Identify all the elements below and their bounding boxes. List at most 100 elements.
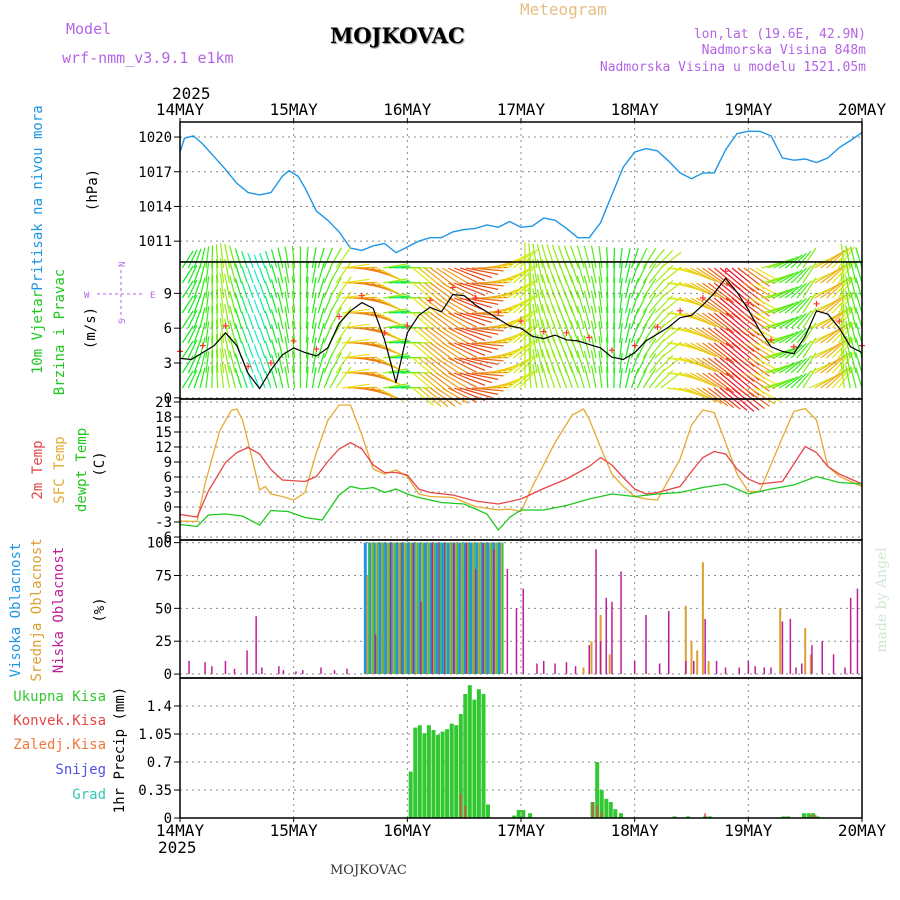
wind-barb [224, 273, 231, 299]
legend-total-rain: Ukupna Kisa [13, 689, 106, 705]
wind-barb [181, 310, 194, 329]
wind-barb [453, 312, 486, 326]
wind-barb [270, 339, 278, 359]
wind-gust-marker [768, 336, 775, 343]
wind-barb [845, 305, 851, 329]
wind-barb [259, 252, 266, 269]
wind-barb [576, 290, 585, 314]
wind-barb [317, 352, 325, 374]
wind-barb [383, 278, 408, 284]
wind-barb [264, 370, 272, 389]
wind-gust-marker [245, 363, 252, 370]
wind-barb [412, 267, 434, 286]
bottom-time-axis: 14MAY 15MAY 16MAY 17MAY 18MAY 19MAY 20MAY [156, 818, 887, 840]
precip-bar [707, 816, 712, 818]
wind-barb [284, 276, 290, 299]
wind-barb [532, 348, 538, 374]
wind-barb [465, 312, 499, 320]
wind-barb [590, 365, 597, 389]
wind-barb [790, 297, 807, 314]
cloud-panel: Visoka Oblacnost Srednja Oblacnost Niska… [8, 536, 890, 683]
wind-barb [590, 290, 597, 314]
wind-barb [625, 263, 631, 284]
wind-barb [412, 327, 434, 346]
wind-barb [347, 266, 378, 269]
wind-barb [820, 249, 845, 269]
wind-barb [790, 282, 807, 299]
wind-barb [347, 311, 378, 314]
wind-barb [648, 248, 665, 269]
wind-barb [570, 290, 579, 314]
wind-gust-marker [563, 329, 570, 336]
y-tick-label: 50 [155, 601, 172, 617]
wind-barb [512, 250, 535, 269]
wind-barb [814, 297, 841, 314]
wind-barb [850, 246, 857, 269]
wind-barb [855, 307, 863, 329]
wind-barb [707, 297, 735, 319]
wind-barb [606, 351, 609, 374]
wind-barb [743, 327, 770, 347]
wind-barb [270, 279, 278, 299]
wind-barb [606, 306, 609, 329]
cloud-bar [582, 667, 585, 675]
wind-barb [412, 297, 434, 316]
wind-barb [784, 359, 803, 374]
wind-barb [224, 363, 231, 389]
wind-barb [430, 372, 456, 392]
wind-barb [570, 275, 579, 299]
cloud-bar [707, 660, 710, 674]
cloud-bar [574, 666, 577, 675]
time-tick-bottom: 20MAY [838, 821, 887, 840]
wind-barb [507, 267, 531, 284]
precip-bar [422, 733, 427, 818]
wind-barb [181, 280, 194, 299]
wind-barb [606, 366, 609, 389]
wind-barb [532, 363, 538, 389]
wind-barb [684, 357, 712, 371]
wind-barb [341, 323, 370, 329]
cloud-bar [468, 542, 470, 674]
wind-barb [690, 342, 717, 358]
wind-barb [507, 297, 531, 314]
wind-barb [630, 323, 639, 344]
cloud-bar [605, 597, 607, 674]
wind-barb [773, 257, 794, 269]
wind-barb [576, 260, 585, 284]
compass-w: W [84, 291, 90, 301]
wind-barb [284, 321, 290, 344]
wind-barb [590, 350, 597, 374]
wind-barb [850, 306, 857, 329]
wind-barb [696, 312, 723, 330]
wind-barb [436, 297, 462, 316]
wind-barb [229, 290, 237, 314]
cloud-bar [384, 542, 388, 674]
wind-barb [453, 357, 486, 371]
wind-barb [532, 303, 538, 329]
wind-gust-marker [495, 308, 502, 315]
cloud-bar [795, 667, 797, 675]
cloud-bar [458, 542, 462, 674]
wind-barb [383, 353, 408, 359]
precip-bar [413, 727, 418, 818]
wind-barb [855, 262, 863, 284]
wind-barb [642, 323, 657, 344]
wind-barb [501, 374, 527, 389]
wind-barb [441, 342, 469, 359]
wind-barb [576, 350, 585, 374]
wind-barb [187, 249, 198, 269]
wind-barb [642, 278, 657, 299]
wind-barb [187, 324, 198, 344]
wind-barb [606, 276, 609, 299]
wind-barb [625, 323, 631, 344]
wind-barb [630, 263, 639, 284]
cloud-bar [844, 667, 846, 675]
wind-barb [583, 260, 591, 284]
wind-barb [241, 296, 248, 314]
cloud-bar [401, 542, 405, 674]
wind-barb [831, 291, 852, 314]
cloud-bar [371, 542, 374, 674]
wind-barb [512, 310, 535, 329]
cloud-bar [453, 542, 455, 674]
compass-s: S [118, 319, 128, 324]
